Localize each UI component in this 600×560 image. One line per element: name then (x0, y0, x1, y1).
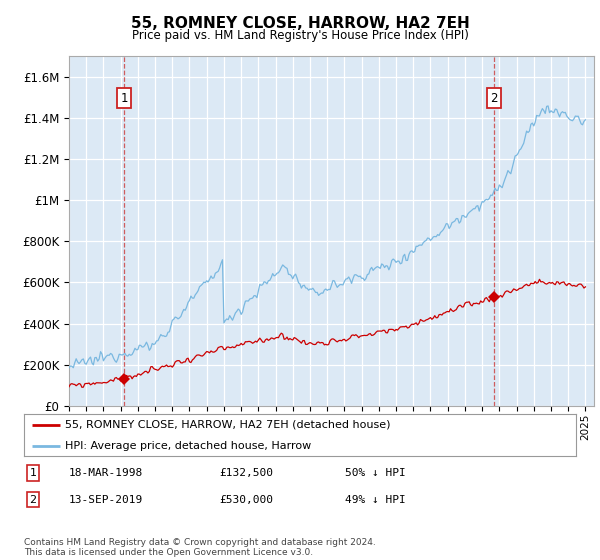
Text: £132,500: £132,500 (219, 468, 273, 478)
Text: 55, ROMNEY CLOSE, HARROW, HA2 7EH (detached house): 55, ROMNEY CLOSE, HARROW, HA2 7EH (detac… (65, 420, 391, 430)
Text: Contains HM Land Registry data © Crown copyright and database right 2024.
This d: Contains HM Land Registry data © Crown c… (24, 538, 376, 557)
Text: 55, ROMNEY CLOSE, HARROW, HA2 7EH: 55, ROMNEY CLOSE, HARROW, HA2 7EH (131, 16, 469, 31)
Text: HPI: Average price, detached house, Harrow: HPI: Average price, detached house, Harr… (65, 441, 311, 451)
Text: £530,000: £530,000 (219, 494, 273, 505)
Text: 13-SEP-2019: 13-SEP-2019 (69, 494, 143, 505)
Text: 2: 2 (29, 494, 37, 505)
Text: 2: 2 (491, 91, 498, 105)
Text: 49% ↓ HPI: 49% ↓ HPI (345, 494, 406, 505)
Text: 18-MAR-1998: 18-MAR-1998 (69, 468, 143, 478)
Text: 1: 1 (29, 468, 37, 478)
Text: 1: 1 (121, 91, 128, 105)
Text: 50% ↓ HPI: 50% ↓ HPI (345, 468, 406, 478)
Text: Price paid vs. HM Land Registry's House Price Index (HPI): Price paid vs. HM Land Registry's House … (131, 29, 469, 42)
